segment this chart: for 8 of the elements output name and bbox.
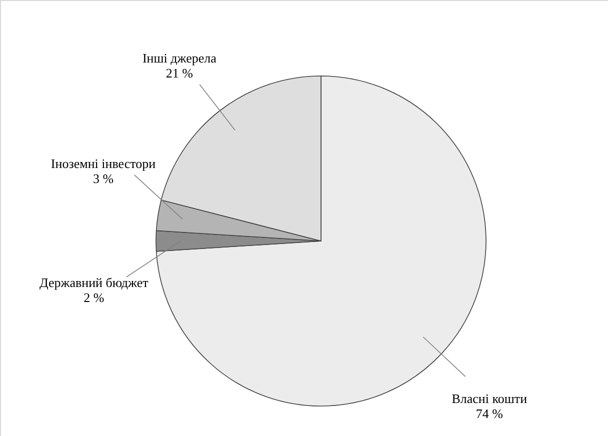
slice-label: Власні кошти [452,391,528,406]
data-label: 21 % [166,65,194,80]
data-label: 74 % [476,406,504,422]
slice-label: Інші джерела [142,50,217,66]
data-label: 2 % [84,290,104,306]
slice-label: Державний бюджет [39,275,149,290]
data-label: 3 % [92,170,114,186]
slice-label: Іноземні інвестори [50,156,156,171]
